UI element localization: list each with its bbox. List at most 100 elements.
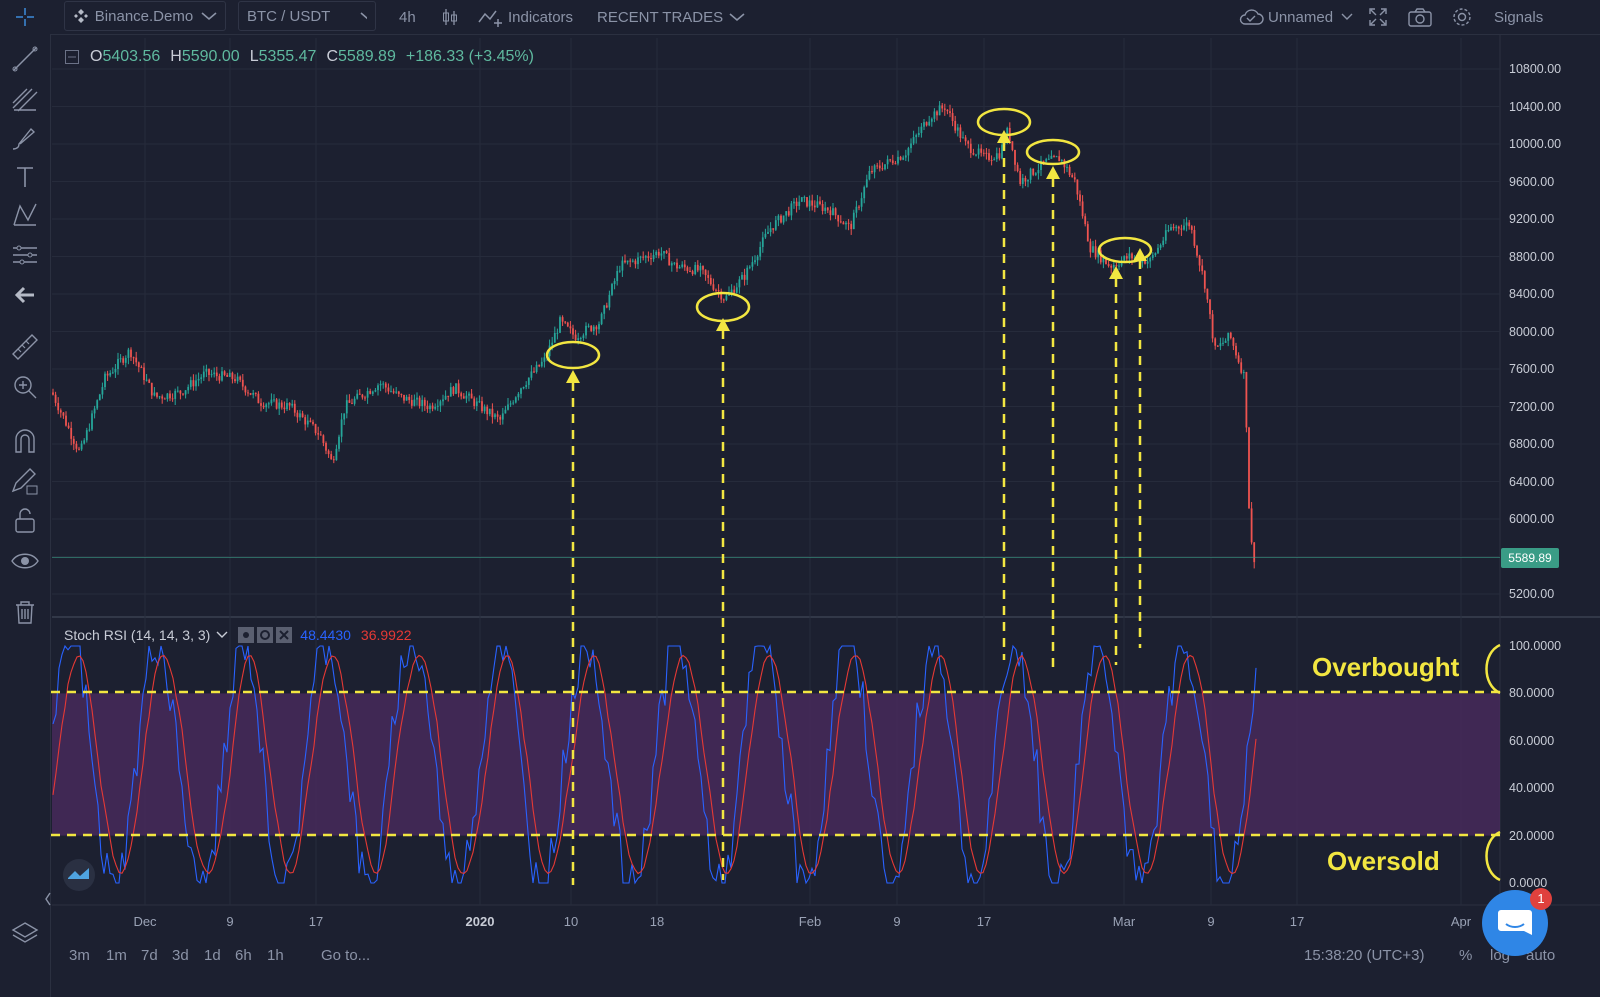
candle-body: [969, 143, 972, 154]
text-icon[interactable]: [10, 162, 40, 192]
close-icon[interactable]: [276, 627, 293, 643]
range-button[interactable]: 6h: [235, 947, 252, 964]
candle-body: [772, 228, 775, 230]
trash-icon[interactable]: [10, 597, 40, 627]
candle-body: [1172, 227, 1175, 229]
candle-body: [387, 387, 390, 392]
price-tick-label: 9200.00: [1509, 212, 1555, 226]
symbol-selector[interactable]: BTC / USDT: [238, 1, 376, 31]
candle-body: [1224, 340, 1227, 343]
top-toolbar: Binance.Demo BTC / USDT 4h Indicators RE…: [0, 0, 1600, 35]
save-layout-button[interactable]: Unnamed: [1238, 0, 1353, 34]
stoch-rsi-pane: [52, 643, 1500, 885]
interval-button[interactable]: 4h: [399, 8, 416, 26]
ruler-icon[interactable]: [10, 332, 40, 362]
fib-icon[interactable]: [10, 84, 40, 114]
range-button[interactable]: 1m: [106, 947, 127, 964]
measure-levels-icon[interactable]: [10, 240, 40, 270]
range-button[interactable]: 7d: [141, 947, 158, 964]
exchange-selector[interactable]: Binance.Demo: [64, 1, 226, 31]
candle-body: [800, 197, 803, 202]
lock-draw-icon[interactable]: [10, 466, 40, 496]
layers-icon[interactable]: [10, 919, 40, 949]
candle-body: [790, 203, 793, 216]
candle-body: [1154, 253, 1157, 256]
clock-label[interactable]: 15:38:20 (UTC+3): [1304, 947, 1425, 964]
candle-body: [462, 396, 465, 399]
stoch-rsi-title[interactable]: Stoch RSI (14, 14, 3, 3): [64, 627, 211, 643]
auto-toggle[interactable]: auto: [1526, 947, 1556, 964]
price-tick-label: 9600.00: [1509, 174, 1555, 189]
chevron-down-icon[interactable]: [216, 631, 228, 639]
back-arrow-icon[interactable]: [10, 280, 40, 310]
candle-body: [374, 390, 377, 392]
recent-trades-button[interactable]: RECENT TRADES: [597, 0, 745, 34]
candle-body: [871, 170, 873, 173]
candle-body: [413, 399, 416, 406]
annotation-overlay: [35, 107, 1501, 885]
candle-body: [930, 118, 933, 122]
goto-button[interactable]: Go to...: [321, 947, 371, 964]
range-button[interactable]: 3m: [69, 947, 90, 964]
candle-body: [668, 253, 671, 266]
gear-icon[interactable]: [257, 627, 274, 643]
candle-body: [65, 415, 67, 426]
range-button[interactable]: 1d: [204, 947, 221, 964]
candle-body: [774, 220, 777, 230]
candle-body: [912, 137, 915, 144]
trend-line-icon[interactable]: [10, 44, 40, 74]
percent-toggle[interactable]: %: [1459, 947, 1473, 964]
candle-body: [223, 371, 226, 375]
indicators-button[interactable]: Indicators: [478, 0, 573, 34]
price-candles: [52, 101, 1500, 569]
candle-body: [395, 391, 398, 393]
candle-style-icon[interactable]: [440, 0, 460, 34]
brush-icon[interactable]: [10, 122, 40, 152]
range-button[interactable]: 1h: [267, 947, 284, 964]
candle-body: [907, 148, 910, 156]
candle-body: [949, 111, 951, 114]
range-button[interactable]: 3d: [172, 947, 189, 964]
candle-body: [1190, 226, 1193, 230]
candle-body: [52, 392, 54, 395]
price-tick-label: 8000.00: [1509, 324, 1555, 339]
crosshair-icon[interactable]: [12, 0, 38, 34]
signals-button[interactable]: Signals: [1494, 8, 1544, 26]
collapse-legend-icon[interactable]: [64, 49, 80, 65]
candle-body: [751, 262, 754, 267]
candle-body: [611, 284, 613, 295]
zoom-icon[interactable]: [10, 372, 40, 402]
candle-body: [985, 152, 988, 154]
magnet-icon[interactable]: [10, 426, 40, 456]
collapse-sidebar-icon[interactable]: [43, 888, 53, 910]
eye-icon[interactable]: [10, 546, 40, 576]
candle-body: [382, 383, 385, 385]
candle-body: [876, 165, 879, 167]
candle-body: [832, 208, 834, 216]
open-value: 5403.56: [102, 48, 161, 65]
settings-gear-icon[interactable]: [1451, 0, 1473, 34]
eye-icon[interactable]: [238, 627, 255, 643]
candle-body: [226, 374, 229, 377]
lock-icon[interactable]: [10, 506, 40, 536]
candle-body: [304, 417, 307, 425]
overbought-annotation: Overbought: [1312, 652, 1460, 682]
candle-body: [345, 400, 348, 414]
candle-body: [306, 420, 309, 425]
candle-body: [618, 270, 621, 272]
arrow-head: [1109, 266, 1123, 279]
candle-body: [291, 403, 294, 406]
candle-body: [124, 357, 127, 363]
candle-body: [486, 406, 489, 415]
candle-body: [845, 222, 847, 225]
candle-body: [941, 105, 944, 109]
fullscreen-icon[interactable]: [1368, 0, 1388, 34]
candle-body: [1180, 228, 1183, 230]
exchange-label: Binance.Demo: [94, 7, 194, 25]
time-tick-label: 2020: [465, 914, 495, 929]
camera-icon[interactable]: [1408, 0, 1432, 34]
price-tick-label: 10000.00: [1509, 137, 1562, 151]
time-tick-label: Mar: [1112, 914, 1136, 929]
pattern-icon[interactable]: [10, 200, 40, 230]
